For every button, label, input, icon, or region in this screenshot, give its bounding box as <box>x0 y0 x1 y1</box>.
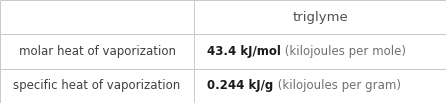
Text: 0.244 kJ/g: 0.244 kJ/g <box>207 79 274 92</box>
Text: triglyme: triglyme <box>292 11 348 24</box>
Text: molar heat of vaporization: molar heat of vaporization <box>18 45 176 58</box>
Text: (kilojoules per mole): (kilojoules per mole) <box>281 45 406 58</box>
Text: 43.4 kJ/mol: 43.4 kJ/mol <box>207 45 281 58</box>
Text: (kilojoules per gram): (kilojoules per gram) <box>274 79 401 92</box>
Text: specific heat of vaporization: specific heat of vaporization <box>13 79 181 92</box>
